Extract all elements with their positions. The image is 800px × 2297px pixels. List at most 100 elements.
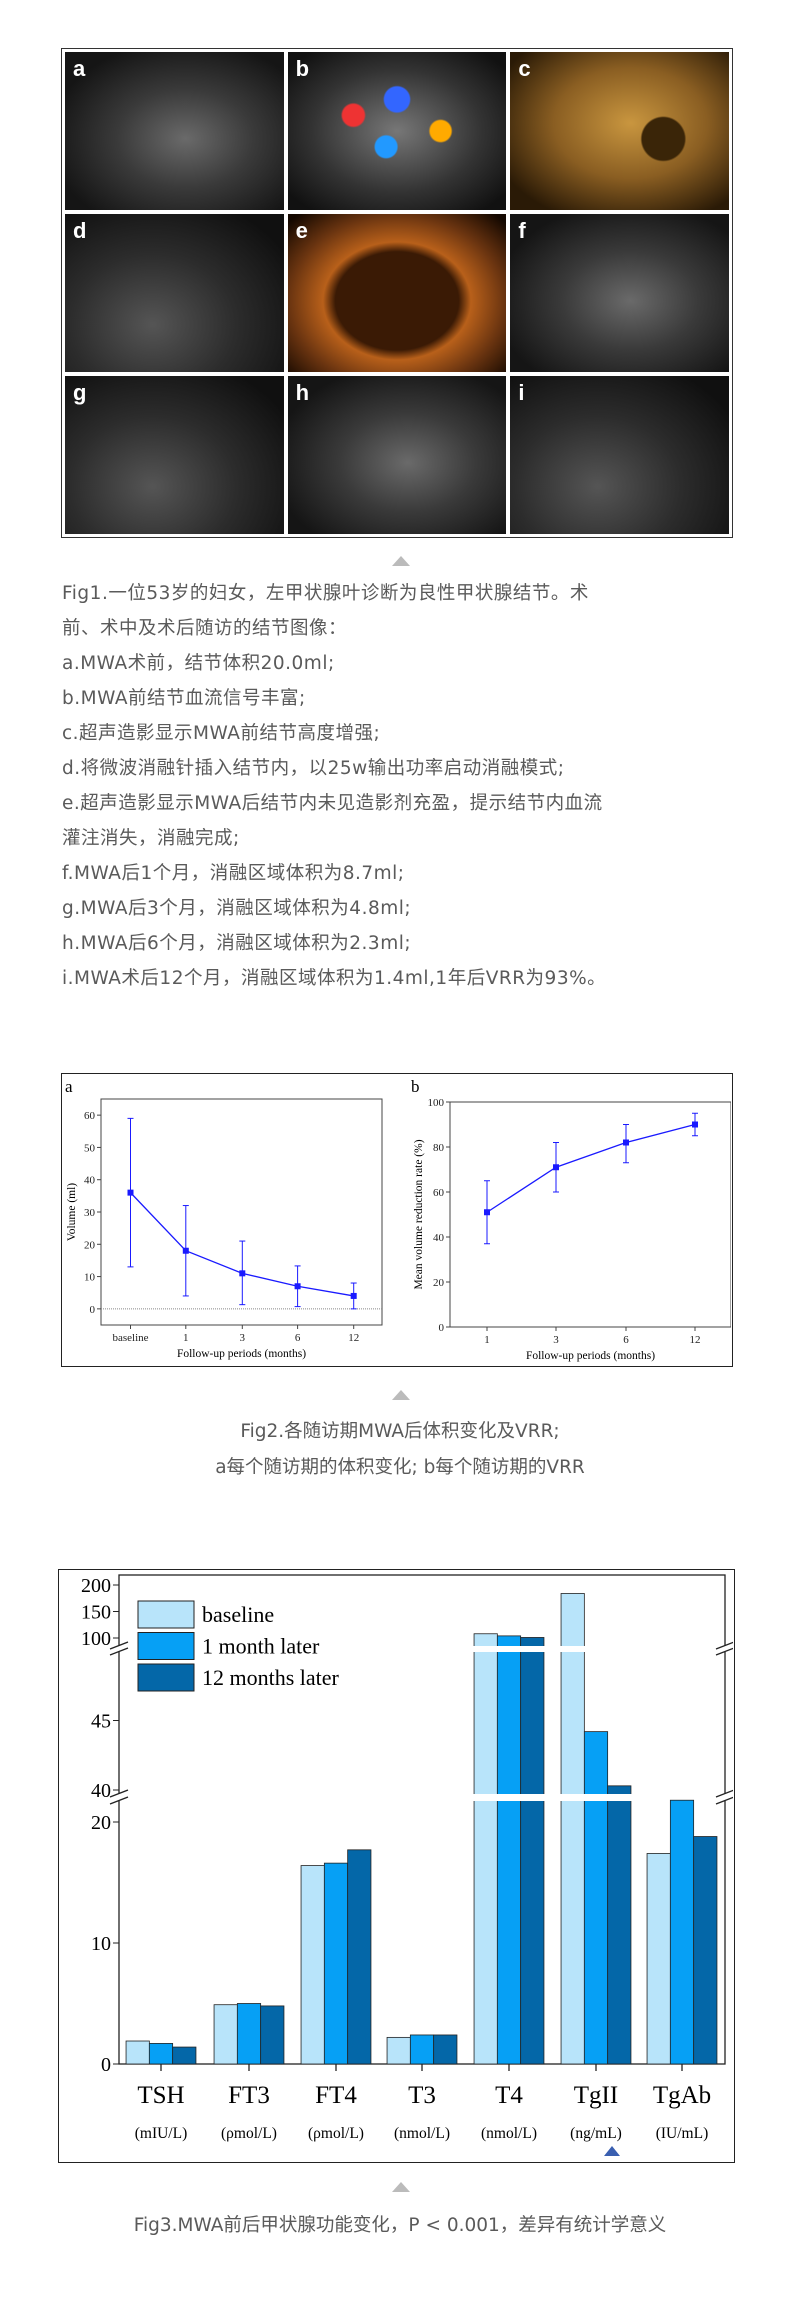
data-point [623,1139,629,1146]
y-tick-label: 0 [90,1304,96,1316]
bar-t3 [409,2034,435,2065]
x-tick-label: 12 [690,1334,701,1346]
axis-break-gap [496,1646,522,1652]
category-label: TgAb [653,2082,711,2109]
category-label: T4 [495,2082,523,2109]
y-tick-label: 200 [81,1575,111,1597]
ultrasound-panel-e: e [287,214,507,372]
axis-break-gap [560,1646,586,1652]
bar-tgii [607,1785,632,2065]
unit-label: (ρmol/L) [221,2125,277,2142]
panel-label: h [295,380,310,405]
x-tick-label: baseline [112,1332,148,1344]
bar-tsh [125,2040,150,2065]
bar-tgab [693,1836,718,2065]
panel-label: a [65,1077,73,1096]
bar-ft3 [236,2003,262,2065]
category-label: TSH [137,2082,184,2109]
axis-break-gap [473,1794,499,1801]
caption-line: f.MWA后1个月，消融区域体积为8.7ml; [62,863,405,884]
axis-break-mark [715,1796,735,1805]
figure-3-svg: 0 10 20 40 45 100 150 200 TSH (mIU/L) FT3 (ρmol/L) F… [81,1574,735,2156]
y-axis-label: Volume (ml) [66,1183,78,1241]
caption-triangle-icon [392,556,410,566]
panel-label: b [295,56,310,81]
caption-triangle-icon [392,2182,410,2192]
ultrasound-panel-i: i [510,376,729,534]
legend-swatch [137,1663,195,1692]
x-tick-label: 6 [295,1332,301,1344]
caption-line: 灌注消失，消融完成; [62,828,240,849]
data-point [127,1189,134,1196]
caption-line: d.将微波消融针插入结节内，以25w输出功率启动消融模式; [62,758,565,779]
unit-label: (ng/mL) [570,2125,622,2142]
data-point [484,1209,490,1216]
caption-line: e.超声造影显示MWA后结节内未见造影剂充盈，提示结节内血流 [62,793,603,814]
unit-label: (nmol/L) [394,2125,450,2142]
axis-break-mark [715,1789,735,1798]
category-label: FT4 [315,2082,357,2109]
bar-tgii [583,1731,609,2065]
y-tick-label: 40 [91,1780,111,1802]
y-tick-label: 50 [84,1142,96,1154]
x-tick-label: 6 [623,1334,629,1346]
x-tick-label: 12 [348,1332,359,1344]
legend-label: 1 month later [202,1634,320,1659]
axis-break-gap [606,1794,632,1801]
bar-ft3 [260,2005,285,2065]
y-tick-label: 20 [84,1239,96,1251]
category-label: FT3 [228,2082,270,2109]
axis-break-gap [116,1794,122,1801]
axis-break-mark [109,1641,129,1650]
x-tick-label: 3 [240,1332,246,1344]
caption-line: c.超声造影显示MWA前结节高度增强; [62,723,381,744]
axis-break-mark [109,1789,129,1798]
caption-triangle-icon [392,1390,410,1400]
panel-label: c [518,56,531,81]
ultrasound-panel-c: c [510,52,729,210]
y-axis-label: Mean volume reduction rate (%) [413,1139,425,1289]
ultrasound-panel-b: b [287,52,507,210]
axis-break-gap [473,1646,499,1652]
axis-break-mark [715,1641,735,1650]
panel-label: b [411,1077,420,1096]
panel-label: g [73,380,87,405]
x-axis-label: Follow-up periods (months) [177,1348,306,1360]
data-point [553,1164,559,1171]
ultrasound-panel-a: a [65,52,284,210]
axis-break-gap [496,1794,522,1801]
y-tick-label: 10 [91,1933,111,1955]
caption-line: g.MWA后3个月，消融区域体积为4.8ml; [62,898,412,919]
y-tick-label: 0 [101,2054,111,2076]
caption-line: Fig1.一位53岁的妇女，左甲状腺叶诊断为良性甲状腺结节。术 [62,583,589,604]
ultrasound-panel-d: d [65,214,284,372]
bar-ft4 [347,1849,372,2065]
bar-tsh [148,2043,174,2065]
y-tick-label: 100 [81,1628,111,1650]
legend-label: baseline [202,1602,274,1627]
unit-label: (IU/mL) [656,2125,709,2142]
caption-line: a每个随访期的体积变化; b每个随访期的VRR [215,1457,585,1478]
figure-1-ultrasound-grid: a b c d e f g h i [61,48,733,538]
ultrasound-panel-g: g [65,376,284,534]
axis-break-gap [519,1794,545,1801]
caption-line: a.MWA术前，结节体积20.0ml; [62,653,335,674]
y-tick-label: 40 [84,1175,96,1187]
figure-3-chart: 0 10 20 40 45 100 150 200 TSH (mIU/L) FT3 (ρmol/L) F… [58,1569,735,2163]
category-label: T3 [408,2082,436,2109]
bar-tgii [560,1593,585,2065]
figure-2-charts: a 0 10 20 30 40 50 60 baseline 1 3 6 12 Follow-up per… [61,1073,733,1367]
unit-label: (nmol/L) [481,2125,537,2142]
ultrasound-panel-f: f [510,214,729,372]
series-line [486,1123,696,1213]
y-tick-label: 150 [81,1602,111,1624]
plot-frame [449,1101,732,1328]
caption-line: i.MWA术后12个月，消融区域体积为1.4ml,1年后VRR为93%。 [62,968,607,989]
bar-t3 [386,2036,411,2065]
unit-label: (mIU/L) [135,2125,188,2142]
panel-label: e [295,218,308,243]
panel-label: d [73,218,87,243]
y-tick-label: 45 [91,1711,111,1733]
panel-label: i [518,380,525,405]
